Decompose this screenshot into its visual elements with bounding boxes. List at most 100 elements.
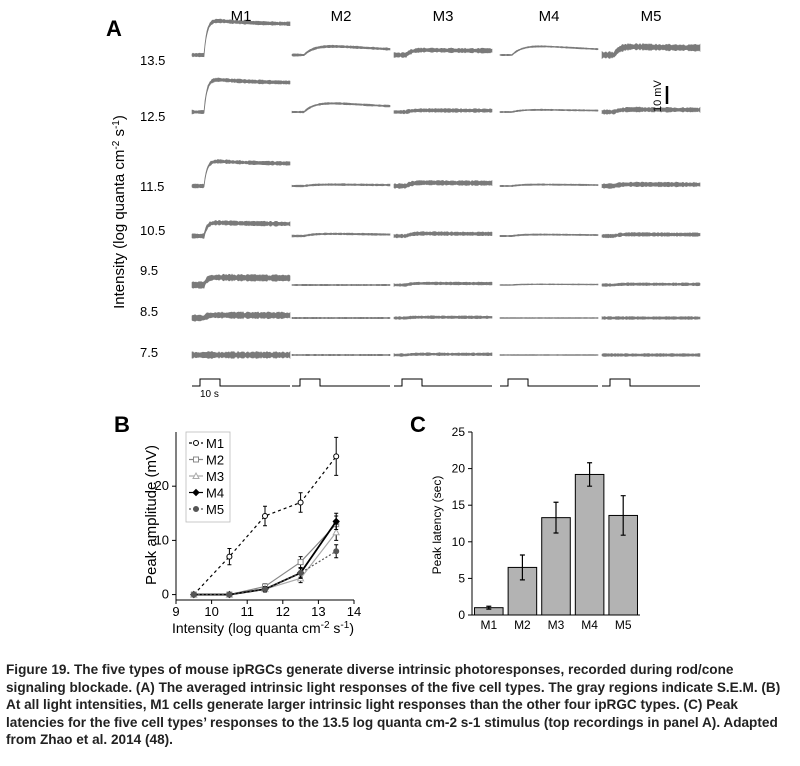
trace-m4-10-5 bbox=[499, 233, 599, 238]
panel-c-y-tick-label: 5 bbox=[458, 571, 465, 585]
panel-b-y-tick-label: 0 bbox=[162, 587, 169, 602]
trace-m4-13-5 bbox=[499, 45, 599, 57]
bar-m4 bbox=[574, 473, 605, 616]
panel-a: A Intensity (log quanta cm-2 s-1) M1 M2 M3… bbox=[106, 8, 701, 400]
trace-m2-7-5 bbox=[291, 353, 391, 357]
trace-m4-9-5 bbox=[499, 283, 599, 286]
panel-b-x-tick-label: 10 bbox=[204, 604, 218, 619]
trace-m2-13-5 bbox=[291, 44, 391, 57]
intensity-label-12-5: 12.5 bbox=[140, 109, 165, 124]
data-point-m5 bbox=[262, 586, 268, 593]
legend-label-m5: M5 bbox=[206, 502, 224, 517]
trace-m1-11-5 bbox=[191, 159, 291, 189]
trace-m2-12-5 bbox=[291, 102, 391, 114]
legend-marker-m1 bbox=[193, 440, 199, 446]
legend-label-m2: M2 bbox=[206, 453, 224, 468]
legend-marker-m2 bbox=[193, 456, 199, 463]
panel-b-x-tick-label: 14 bbox=[347, 604, 361, 619]
error-bar-m4 bbox=[587, 462, 593, 487]
panel-b-x-tick-label: 11 bbox=[240, 604, 254, 619]
category-label-m1: M1 bbox=[480, 618, 497, 632]
panel-b-x-axis-label: Intensity (log quanta cm-2 s-1) bbox=[172, 620, 354, 636]
data-point-m5 bbox=[190, 591, 197, 598]
panel-b-y-tick-label: 20 bbox=[155, 478, 169, 493]
column-header-m2: M2 bbox=[331, 8, 352, 25]
intensity-label-7-5: 7.5 bbox=[140, 345, 158, 360]
panel-c-y-tick-label: 20 bbox=[452, 462, 466, 476]
column-header-m5: M5 bbox=[641, 8, 662, 25]
data-point-m1 bbox=[297, 499, 304, 506]
series-line-m5 bbox=[193, 550, 337, 596]
panel-b-y-tick-label: 10 bbox=[155, 532, 169, 547]
trace-m2-9-5 bbox=[291, 283, 391, 287]
category-label-m5: M5 bbox=[615, 618, 632, 632]
category-label-m3: M3 bbox=[548, 618, 565, 632]
scale-bar: 10 mV bbox=[652, 80, 669, 112]
trace-m5-13-5 bbox=[601, 42, 701, 60]
trace-m4-8-5 bbox=[499, 317, 599, 319]
trace-m3-10-5 bbox=[393, 231, 493, 239]
bar-m3 bbox=[541, 517, 571, 616]
stimulus-trace-m3 bbox=[394, 378, 492, 387]
panel-c-y-tick-label: 15 bbox=[452, 498, 466, 512]
trace-m1-7-5 bbox=[191, 350, 291, 360]
stimulus-trace-m5 bbox=[602, 378, 700, 387]
trace-m5-10-5 bbox=[601, 232, 701, 239]
figure-caption: Figure 19. The five types of mouse ipRGC… bbox=[6, 662, 781, 748]
trace-m5-11-5 bbox=[601, 181, 701, 189]
trace-m2-8-5 bbox=[291, 316, 391, 320]
stimulus-row bbox=[192, 378, 700, 387]
data-point-m3 bbox=[332, 528, 341, 536]
intensity-label-10-5: 10.5 bbox=[140, 223, 165, 238]
stimulus-trace-m1 bbox=[192, 378, 290, 387]
trace-m3-7-5 bbox=[393, 352, 493, 357]
error-bar-m1 bbox=[486, 605, 492, 610]
trace-m3-8-5 bbox=[393, 315, 493, 320]
panel-b-y-axis-label: Peak amplitude (mV) bbox=[143, 445, 160, 585]
stimulus-trace-m4 bbox=[500, 378, 598, 387]
legend-marker-m5 bbox=[193, 506, 199, 512]
panel-b-x-tick-label: 13 bbox=[311, 604, 325, 619]
panel-c-y-tick-label: 0 bbox=[458, 608, 465, 622]
data-point-m5 bbox=[226, 591, 233, 598]
legend-label-m1: M1 bbox=[206, 436, 224, 451]
panel-c-y-tick-label: 10 bbox=[452, 535, 466, 549]
panel-b-x-tick-label: 9 bbox=[172, 604, 179, 619]
trace-m4-11-5 bbox=[499, 183, 599, 188]
trace-m5-9-5 bbox=[601, 282, 701, 287]
panel-a-y-axis-label: Intensity (log quanta cm-2 s-1) bbox=[111, 115, 128, 309]
trace-m2-11-5 bbox=[291, 183, 391, 188]
trace-m3-9-5 bbox=[393, 281, 493, 287]
column-header-m4: M4 bbox=[539, 8, 560, 25]
panel-c-y-axis-label: Peak latency (sec) bbox=[430, 476, 444, 575]
legend-label-m4: M4 bbox=[206, 486, 224, 501]
trace-m3-13-5 bbox=[393, 47, 493, 58]
column-header-m3: M3 bbox=[433, 8, 454, 25]
category-label-m4: M4 bbox=[581, 618, 598, 632]
panel-a-letter: A bbox=[106, 16, 122, 41]
trace-m1-12-5 bbox=[191, 77, 291, 115]
panel-b-letter: B bbox=[114, 412, 130, 437]
panel-c: C Peak latency (sec) 0 5 10 15 20 25 M1 M2 M3 M4… bbox=[410, 412, 640, 632]
trace-m5-7-5 bbox=[601, 353, 701, 357]
trace-m1-8-5 bbox=[191, 311, 291, 322]
data-point-m5 bbox=[333, 548, 340, 555]
stimulus-trace-m2 bbox=[292, 378, 390, 387]
legend-marker-m4 bbox=[192, 488, 200, 497]
series-line-m1 bbox=[193, 456, 337, 595]
scale-bar-label: 10 mV bbox=[652, 80, 664, 112]
data-point-m1 bbox=[333, 453, 340, 460]
panel-c-letter: C bbox=[410, 412, 426, 437]
trace-m1-9-5 bbox=[191, 273, 291, 289]
intensity-label-8-5: 8.5 bbox=[140, 304, 158, 319]
trace-m5-12-5 bbox=[601, 106, 701, 115]
error-bar-m2 bbox=[519, 554, 525, 581]
intensity-label-11-5: 11.5 bbox=[140, 179, 164, 194]
trace-m3-11-5 bbox=[393, 180, 493, 189]
panel-c-y-tick-label: 25 bbox=[452, 425, 466, 439]
error-bar-m3 bbox=[553, 501, 559, 534]
intensity-label-9-5: 9.5 bbox=[140, 263, 158, 278]
data-point-m4 bbox=[332, 517, 340, 526]
legend-marker-m3 bbox=[192, 471, 200, 479]
